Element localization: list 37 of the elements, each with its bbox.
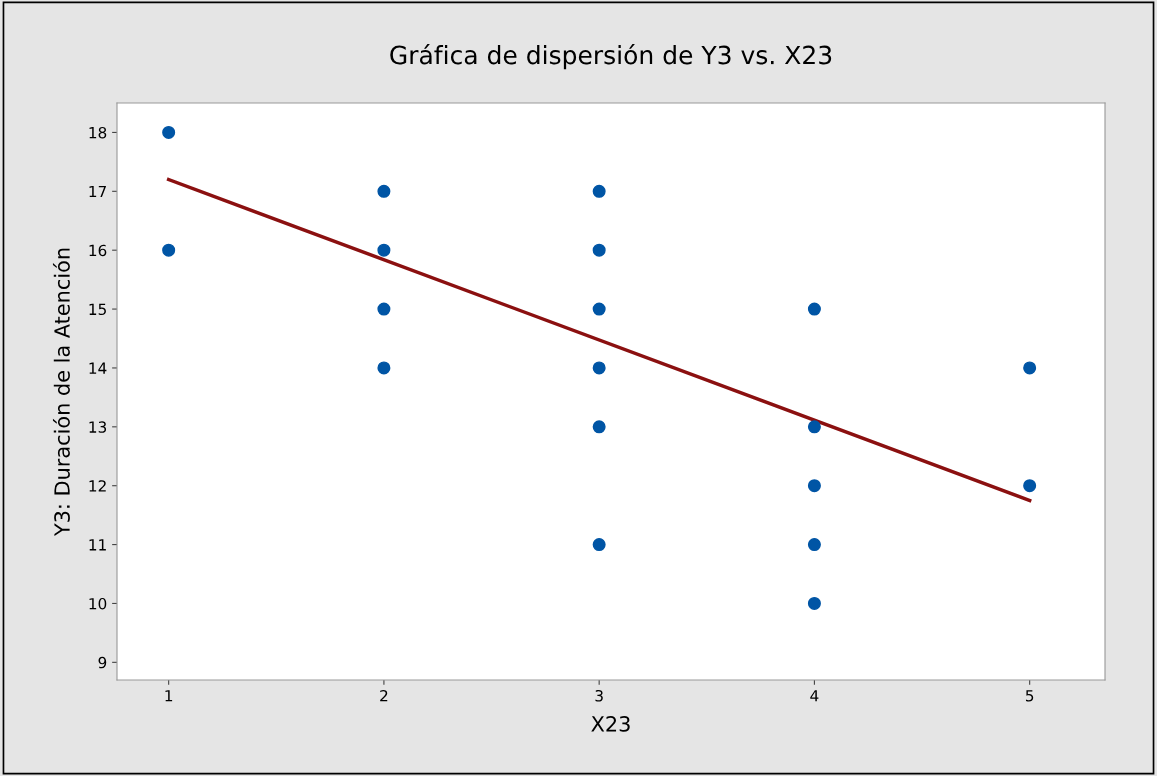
y-tick-label: 16	[89, 244, 107, 257]
x-tick-label: 3	[595, 689, 603, 702]
point	[807, 538, 821, 552]
y-tick-label: 11	[89, 539, 106, 551]
point	[377, 302, 391, 316]
x-tick-label: 1	[165, 690, 173, 702]
x-tick-label: 2	[380, 689, 388, 702]
y-tick-label: 13	[89, 421, 107, 433]
point	[162, 243, 176, 257]
y-tick-label: 10	[89, 597, 107, 610]
point	[592, 184, 606, 198]
point	[592, 420, 606, 434]
point	[592, 538, 606, 552]
point	[807, 479, 821, 493]
y-tick-label: 18	[89, 126, 107, 139]
point	[377, 243, 391, 257]
y-tick-label: 15	[89, 303, 106, 316]
point	[377, 184, 391, 198]
point	[162, 125, 176, 139]
point	[592, 243, 606, 257]
x-axis-title: X23	[591, 715, 630, 732]
point	[1023, 479, 1037, 493]
y-tick-label: 12	[89, 480, 106, 492]
point	[592, 302, 606, 316]
point	[377, 361, 391, 375]
y-tick-label: 17	[89, 185, 106, 198]
x-tick-label: 5	[1025, 690, 1034, 702]
y-tick-label: 9	[98, 656, 107, 669]
y-tick-label: 14	[89, 362, 107, 374]
x-tick-label: 4	[810, 690, 819, 702]
y-axis-title: Y3: Duración de la Atención	[52, 248, 70, 537]
point	[1023, 361, 1037, 375]
point	[807, 596, 821, 610]
point	[592, 361, 606, 375]
point	[807, 302, 821, 316]
point	[807, 420, 821, 434]
chart-title: Gráfica de dispersión de Y3 vs. X23	[390, 44, 832, 70]
